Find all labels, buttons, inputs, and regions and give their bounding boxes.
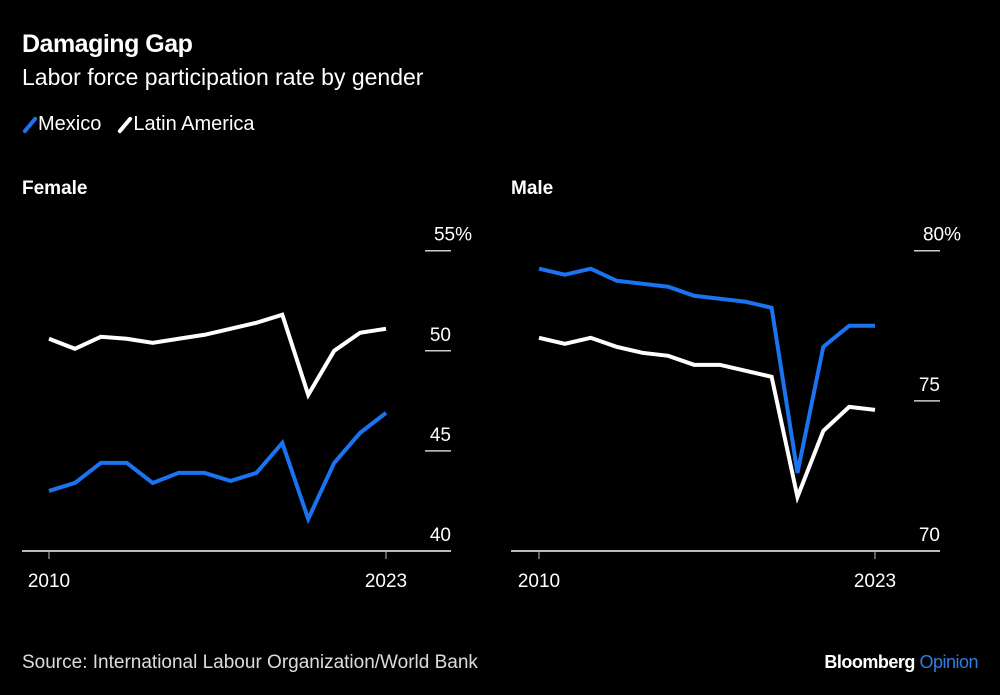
legend-item-latin-america: Latin America [117,113,255,136]
legend-label: Mexico [38,113,102,135]
brand-logo: Bloomberg Opinion [824,652,978,673]
brand-name: Bloomberg [824,652,915,672]
x-tick-label: 2010 [518,571,560,592]
panel-male: Male 70 75 80% 2010 2023 [511,178,961,592]
legend-item-mexico: Mexico [22,113,101,136]
y-tick-label: 70 [919,525,940,546]
x-tick-label: 2023 [365,571,407,592]
y-tick-label: 80% [923,225,961,246]
chart-title: Damaging Gap [22,30,193,58]
series-line-latin-america [538,335,876,504]
y-tick-label: 40 [430,525,451,546]
panel-title: Male [511,178,553,199]
panel-title: Female [22,178,87,199]
x-tick-label: 2023 [854,571,896,592]
legend-label: Latin America [133,113,255,135]
chart-subtitle: Labor force participation rate by gender [22,64,424,90]
y-tick-label: 75 [919,375,940,396]
y-tick-label: 45 [430,425,451,446]
legend: Mexico Latin America [22,113,263,136]
panel-female: Female 40 45 50 55% 2010 2023 [22,178,472,592]
x-tick-label: 2010 [28,571,70,592]
y-tick-label: 55% [434,225,472,246]
y-tick-label: 50 [430,325,451,346]
source-note: Source: International Labour Organizatio… [22,652,478,673]
series-line-mexico [538,266,875,474]
brand-accent: Opinion [919,652,978,672]
series-line-latin-america [48,312,387,400]
series-line-mexico [48,411,388,525]
